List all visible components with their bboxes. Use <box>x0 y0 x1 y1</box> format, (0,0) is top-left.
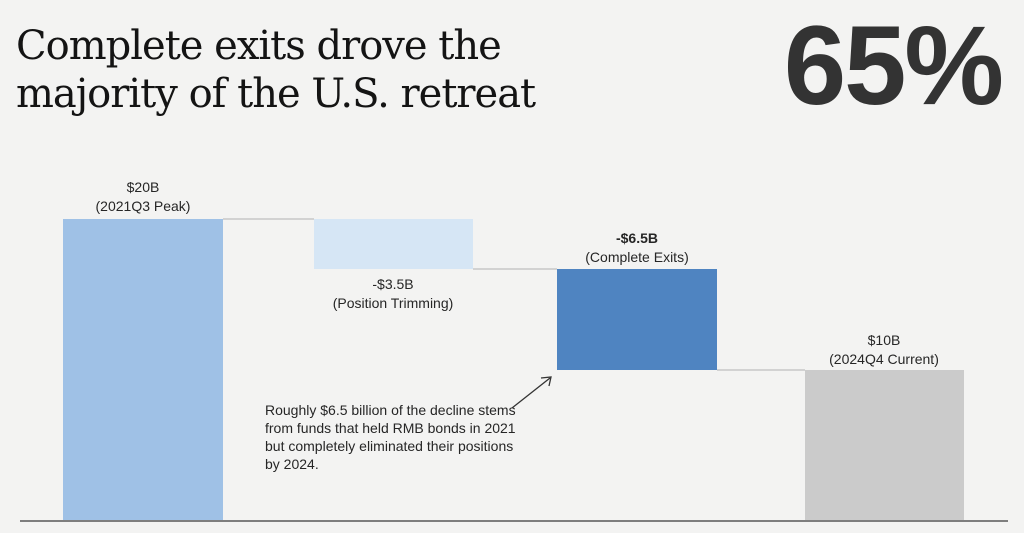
bar-complete-exits <box>557 269 717 370</box>
value-label: -$3.5B <box>372 276 414 292</box>
annotation-text: Roughly $6.5 billion of the decline stem… <box>265 402 516 472</box>
connector-line <box>223 218 314 220</box>
x-axis-baseline <box>20 520 1008 522</box>
value-label: $20B <box>126 179 160 195</box>
label-complete-exits: -$6.5B (Complete Exits) <box>585 229 688 267</box>
title-line-1: Complete exits drove the <box>16 23 502 69</box>
category-label: (2021Q3 Peak) <box>95 198 191 214</box>
chart-title: Complete exits drove the majority of the… <box>16 22 536 118</box>
category-label: (Position Trimming) <box>332 295 454 311</box>
title-line-2: majority of the U.S. retreat <box>16 71 536 117</box>
label-position-trimming: -$3.5B (Position Trimming) <box>333 275 454 313</box>
value-label: -$6.5B <box>615 230 659 246</box>
value-label: $10B <box>867 332 901 348</box>
category-label: (Complete Exits) <box>585 249 689 265</box>
label-peak: $20B (2021Q3 Peak) <box>96 178 191 216</box>
bar-position-trimming <box>314 219 473 269</box>
label-current: $10B (2024Q4 Current) <box>829 331 939 369</box>
headline-stat: 65% <box>783 3 1004 128</box>
bar-current <box>805 370 964 521</box>
connector-line <box>473 268 557 270</box>
bar-peak <box>63 219 223 521</box>
connector-line <box>717 369 805 371</box>
category-label: (2024Q4 Current) <box>829 351 939 367</box>
